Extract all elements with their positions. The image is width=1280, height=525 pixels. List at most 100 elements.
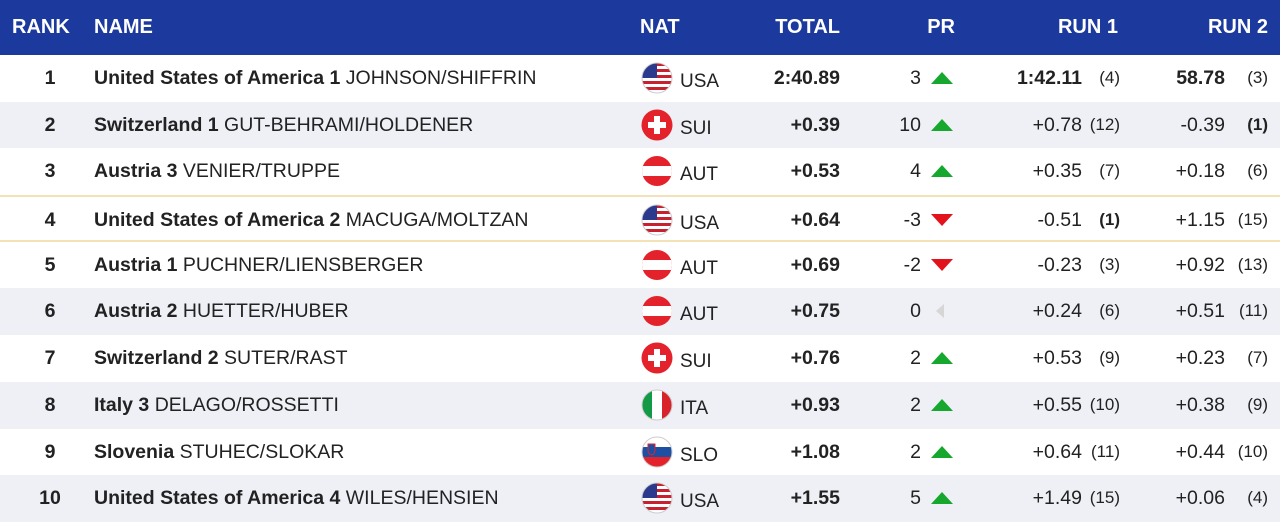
team-name: Switzerland 2 [94, 347, 219, 370]
run2-time: +0.51 [1175, 300, 1225, 323]
run1-time: +0.53 [1032, 347, 1082, 370]
table-header: RANK NAME NAT TOTAL PR RUN 1 RUN 2 [0, 0, 1280, 55]
position-change: -2 [903, 253, 921, 276]
run2-time: +0.38 [1175, 393, 1225, 416]
run1-rank: (12) [1089, 114, 1120, 134]
table-row: 10 United States of America 4 WILES/HENSI… [0, 475, 1280, 522]
run1-rank: (11) [1091, 441, 1120, 461]
run2-rank: (13) [1237, 254, 1268, 274]
icon-part [931, 214, 953, 226]
total-time: +0.75 [790, 300, 840, 323]
nation-code: ITA [680, 397, 709, 419]
athletes: HUETTER/HUBER [182, 300, 349, 323]
icon-part [642, 343, 673, 374]
run2-rank: (3) [1247, 68, 1268, 87]
icon-part [931, 165, 953, 177]
nation-code: SUI [680, 117, 712, 139]
competitor: United States of America 2 MACUGA/MOLTZA… [94, 197, 529, 243]
total-time: +0.76 [790, 347, 840, 370]
run2-time: +0.23 [1175, 347, 1225, 370]
total-time: +1.08 [790, 440, 840, 463]
run2-rank: (9) [1247, 394, 1268, 414]
nation-code: SLO [680, 444, 719, 466]
icon-part [641, 482, 673, 514]
change-arrow [930, 351, 954, 365]
rank: 9 [44, 440, 56, 463]
athletes: PUCHNER/LIENSBERGER [182, 253, 424, 276]
run2-time: +0.18 [1175, 160, 1225, 183]
run1-rank: (7) [1099, 161, 1120, 181]
team-name: Italy 3 [94, 393, 150, 416]
athletes: MACUGA/MOLTZAN [345, 209, 529, 232]
icon-part [936, 304, 944, 318]
position-change: 5 [910, 487, 921, 510]
run2-rank: (1) [1247, 114, 1268, 134]
table-row: 1 United States of America 1 JOHNSON/SHIF… [0, 55, 1280, 102]
table-row: 5 Austria 1 PUCHNER/LIENSBERGER AUT +0.69 -2… [0, 241, 1280, 289]
run2-time: +0.44 [1175, 440, 1225, 463]
icon-part [931, 72, 953, 84]
run2-rank: (6) [1247, 161, 1268, 181]
team-name: Slovenia [94, 440, 175, 463]
competitor: Italy 3 DELAGO/ROSSETTI [94, 382, 339, 428]
rank: 4 [44, 209, 56, 232]
flag-icon [641, 155, 673, 187]
run2-time: +0.92 [1175, 253, 1225, 276]
rank: 1 [44, 67, 56, 89]
run1-rank: (4) [1099, 68, 1120, 87]
rank: 6 [44, 300, 56, 323]
rank: 2 [44, 113, 56, 136]
icon-part [931, 352, 953, 364]
table-row: 2 Switzerland 1 GUT-BEHRAMI/HOLDENER SUI +0… [0, 101, 1280, 149]
header-cell: RUN 2 [1207, 16, 1268, 38]
run2-time: 58.78 [1176, 67, 1225, 89]
run1-time: +0.78 [1032, 113, 1082, 136]
run2-rank: (4) [1247, 488, 1268, 508]
run2-time: +1.15 [1175, 209, 1225, 232]
team-name: United States of America 4 [94, 487, 341, 510]
athletes: JOHNSON/SHIFFRIN [345, 67, 537, 89]
header-cell: NAT [640, 16, 680, 38]
table-row: 3 Austria 3 VENIER/TRUPPE AUT +0.53 4 +0.35 (7… [0, 148, 1280, 196]
run2-rank: (11) [1239, 301, 1268, 321]
athletes: DELAGO/ROSSETTI [154, 393, 339, 416]
icon-part [931, 446, 953, 458]
run1-rank: (6) [1099, 301, 1120, 321]
run2-rank: (10) [1237, 441, 1268, 461]
icon-part [641, 249, 673, 281]
rank: 5 [44, 253, 56, 276]
run1-time: +1.49 [1032, 487, 1082, 510]
rank: 10 [39, 487, 61, 510]
run2-time: +0.06 [1175, 487, 1225, 510]
flag-icon [641, 436, 673, 468]
header-cell: RUN 1 [1057, 16, 1118, 38]
total-time: +0.93 [790, 393, 840, 416]
table-row: 6 Austria 2 HUETTER/HUBER AUT +0.75 0 +0.24 (6… [0, 288, 1280, 336]
athletes: WILES/HENSIEN [345, 487, 499, 510]
change-arrow [930, 491, 954, 505]
change-arrow [930, 258, 954, 272]
competitor: United States of America 4 WILES/HENSIEN [94, 475, 499, 521]
team-name: United States of America 2 [94, 209, 341, 232]
table-row: 9 Slovenia STUHEC/SLOKAR SLO +1.08 2 +0.64 (11… [0, 428, 1280, 476]
nation-code: USA [680, 213, 720, 235]
flag-icon [641, 249, 673, 281]
icon-part [641, 436, 673, 468]
team-name: Austria 1 [94, 253, 178, 276]
competitor: Switzerland 1 GUT-BEHRAMI/HOLDENER [94, 102, 473, 148]
position-change: 2 [910, 393, 921, 416]
header-cell: PR [927, 16, 955, 38]
icon-part [931, 492, 953, 504]
position-change: 3 [910, 67, 921, 89]
total-time: +0.53 [790, 160, 840, 183]
athletes: GUT-BEHRAMI/HOLDENER [224, 113, 474, 136]
competitor: Austria 3 VENIER/TRUPPE [94, 148, 340, 194]
rank: 3 [44, 160, 56, 183]
athletes: SUTER/RAST [224, 347, 348, 370]
position-change: 2 [910, 347, 921, 370]
athletes: VENIER/TRUPPE [182, 160, 340, 183]
position-change: 0 [910, 300, 921, 323]
athletes: STUHEC/SLOKAR [179, 440, 345, 463]
change-arrow [930, 71, 954, 85]
